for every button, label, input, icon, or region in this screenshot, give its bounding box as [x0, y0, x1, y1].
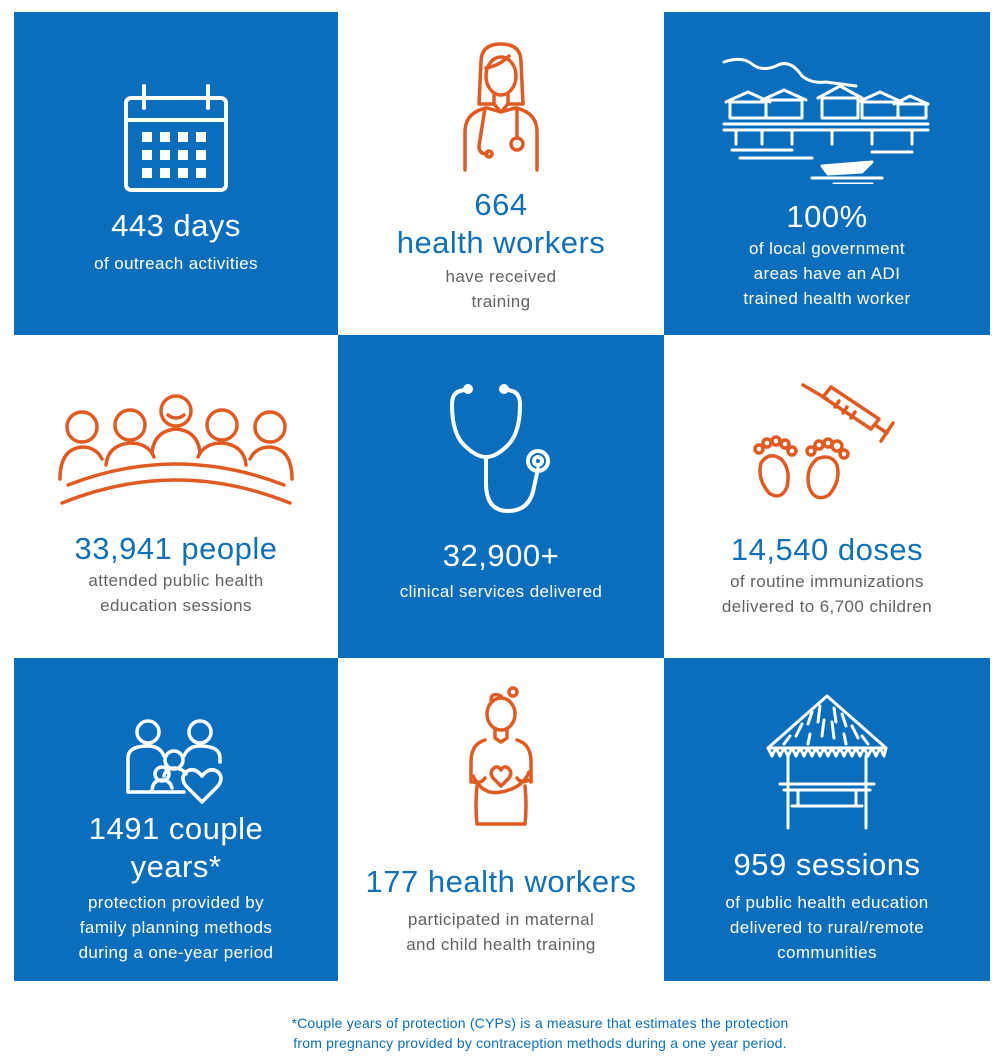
tile-clinical-services: 32,900+ clinical services delivered — [338, 335, 664, 658]
tile-caption: protection provided by — [87, 893, 265, 912]
tile-maternal-training: 177 health workers participated in mater… — [338, 658, 664, 981]
tile-caption: training — [471, 292, 531, 311]
tile-headline: years* — [130, 849, 222, 884]
tile-local-government-coverage: 100% of local government areas have an AD… — [664, 12, 990, 335]
tile-caption: have received — [445, 267, 557, 286]
tile-caption: delivered to 6,700 children — [721, 597, 933, 616]
tile-caption: clinical services delivered — [399, 582, 603, 601]
tile-headline: 1491 couple — [88, 811, 264, 846]
female-doctor-icon — [463, 42, 539, 172]
tile-headline: 443 days — [111, 208, 241, 243]
stethoscope-icon — [450, 384, 550, 513]
tile-headline: health workers — [396, 225, 606, 260]
tile-rural-sessions: 959 sessions of public health education d… — [664, 658, 990, 981]
footnote: *Couple years of protection (CYPs) is a … — [150, 1013, 930, 1053]
baby-feet-syringe-icon — [753, 383, 895, 500]
tile-caption: delivered to rural/remote — [729, 918, 925, 937]
tile-headline: 14,540 doses — [730, 532, 924, 567]
tile-caption: of public health education — [725, 893, 929, 912]
calendar-icon — [124, 84, 228, 192]
tile-caption: and child health training — [406, 935, 596, 954]
tile-public-health-attendees: 33,941 people attended public health educ… — [14, 335, 338, 658]
tile-caption: of outreach activities — [94, 254, 258, 273]
audience-group-icon — [58, 394, 294, 505]
tile-couple-years: 1491 couple years* protection provided by… — [14, 658, 338, 981]
tile-caption: of local government — [749, 239, 905, 258]
tile-caption: areas have an ADI — [753, 264, 901, 283]
tile-headline: 32,900+ — [442, 538, 560, 573]
stilt-village-icon — [722, 57, 930, 184]
tile-headline: 33,941 people — [74, 531, 278, 566]
tile-caption: during a one-year period — [78, 943, 274, 962]
tile-caption: communities — [777, 943, 877, 962]
tile-caption: family planning methods — [79, 918, 273, 937]
pregnant-woman-icon — [469, 686, 533, 826]
footnote-line: from pregnancy provided by contraception… — [293, 1035, 787, 1051]
thatched-hut-icon — [766, 694, 888, 830]
tile-caption: participated in maternal — [407, 910, 595, 929]
tile-health-workers-trained: 664 health workers have received training — [338, 12, 664, 335]
tile-headline: 177 health workers — [365, 864, 637, 899]
tile-headline: 959 sessions — [733, 847, 921, 882]
tile-caption: education sessions — [100, 596, 252, 615]
tile-outreach-days: 443 days of outreach activities — [14, 12, 338, 335]
tile-caption: trained health worker — [743, 289, 911, 308]
tile-headline: 100% — [786, 199, 868, 234]
tile-immunization-doses: 14,540 doses of routine immunizations del… — [664, 335, 990, 658]
family-heart-icon — [126, 719, 223, 804]
footnote-line: *Couple years of protection (CYPs) is a … — [291, 1015, 789, 1031]
tile-caption: of routine immunizations — [730, 572, 924, 591]
tile-headline: 664 — [474, 187, 528, 222]
tile-caption: attended public health — [88, 571, 264, 590]
